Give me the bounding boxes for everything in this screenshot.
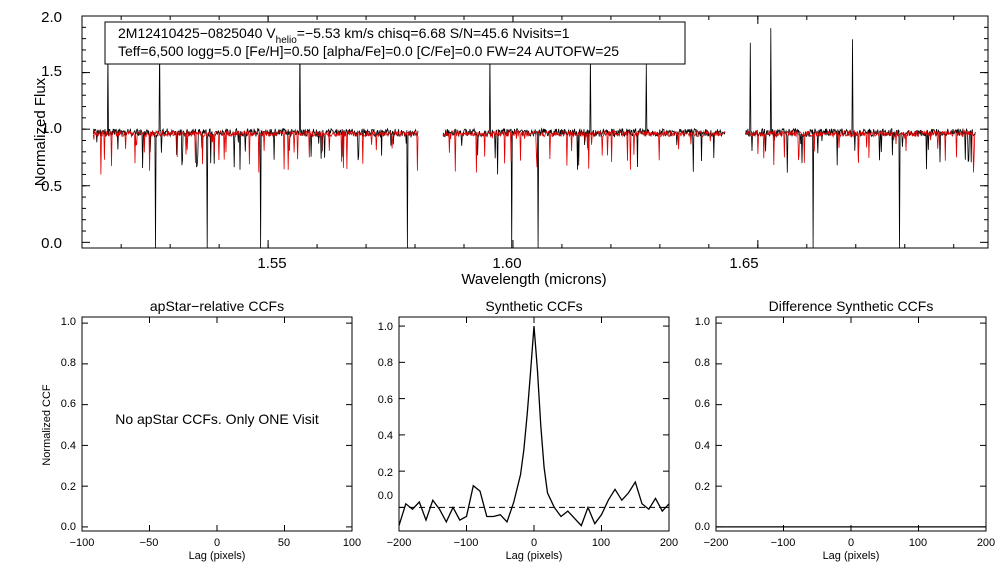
no-ccf-message: No apStar CCFs. Only ONE Visit bbox=[115, 411, 319, 427]
y-tick-label-0-5: 0.5 bbox=[41, 178, 62, 195]
x-tick-label-1-55: 1.55 bbox=[257, 255, 286, 272]
p2-ytick-0-4: 0.4 bbox=[695, 440, 710, 452]
p1-ytick-0-2: 0.2 bbox=[378, 467, 393, 479]
info-box: 2M12410425−0825040 Vhelio=−5.53 km/s chi… bbox=[104, 21, 686, 65]
p0-ytick-0-4: 0.4 bbox=[61, 440, 76, 452]
axes-frame-synthetic bbox=[398, 316, 670, 532]
ticks-difference bbox=[715, 317, 987, 531]
p1-ytick-0-0: 0.0 bbox=[378, 490, 393, 502]
synthetic-ccf-data bbox=[398, 326, 670, 527]
x-tick-label-1-60: 1.60 bbox=[492, 255, 521, 272]
info-line-1-subscript: helio bbox=[276, 35, 298, 46]
spectrum-axes-frame bbox=[81, 15, 989, 249]
axes-frame-difference bbox=[715, 316, 987, 532]
panel-title-apstar: apStar−relative CCFs bbox=[150, 298, 284, 314]
info-line-1-prefix: 2M12410425−0825040 V bbox=[118, 25, 276, 41]
y-axis-label: Normalized Flux bbox=[32, 77, 49, 186]
panel-title-synthetic: Synthetic CCFs bbox=[485, 298, 582, 314]
p1-xtick-m100: −100 bbox=[454, 537, 479, 549]
observed-spectrum-segment bbox=[745, 28, 976, 249]
p1-xtick-m200: −200 bbox=[387, 537, 412, 549]
p2-xtick-m100: −100 bbox=[771, 537, 796, 549]
model-spectrum-segment bbox=[442, 129, 726, 173]
info-line-2: Teff=6,500 logg=5.0 [Fe/H]=0.50 [alpha/F… bbox=[118, 43, 619, 59]
x-axis-label: Wavelength (microns) bbox=[461, 271, 606, 288]
ticks-apstar bbox=[81, 317, 353, 531]
x-tick-label-1-65: 1.65 bbox=[729, 255, 758, 272]
ticks-synthetic bbox=[398, 317, 670, 531]
panel-title-difference: Difference Synthetic CCFs bbox=[769, 298, 934, 314]
p0-xtick-0: 0 bbox=[214, 537, 220, 549]
p0-ytick-0-0: 0.0 bbox=[61, 521, 76, 533]
ccf-panel-difference: Difference Synthetic CCFs 1.0 0.8 0.6 0.… bbox=[695, 298, 995, 562]
model-spectrum-segment bbox=[92, 129, 419, 175]
p1-xtick-100: 100 bbox=[592, 537, 610, 549]
observed-spectrum-segment bbox=[442, 54, 726, 249]
p2-ytick-0-2: 0.2 bbox=[695, 481, 710, 493]
p0-ytick-0-6: 0.6 bbox=[61, 398, 76, 410]
p2-ytick-1-0: 1.0 bbox=[695, 316, 710, 328]
p1-xtick-0: 0 bbox=[531, 537, 537, 549]
p0-xtick-m50: −50 bbox=[140, 537, 159, 549]
p0-xlabel: Lag (pixels) bbox=[189, 550, 246, 562]
p1-xtick-200: 200 bbox=[660, 537, 678, 549]
p1-ytick-1-0: 1.0 bbox=[378, 321, 393, 333]
y-tick-label-1-0: 1.0 bbox=[41, 120, 62, 137]
p2-xtick-100: 100 bbox=[909, 537, 927, 549]
p1-ytick-0-4: 0.4 bbox=[378, 430, 393, 442]
p0-xtick-m100: −100 bbox=[70, 537, 95, 549]
info-box-frame bbox=[104, 21, 686, 65]
p2-xtick-200: 200 bbox=[977, 537, 995, 549]
p2-xtick-0: 0 bbox=[848, 537, 854, 549]
p0-ytick-0-8: 0.8 bbox=[61, 357, 76, 369]
p2-ytick-0-0: 0.0 bbox=[695, 521, 710, 533]
p0-ytick-0-2: 0.2 bbox=[61, 481, 76, 493]
y-tick-label-2-0: 2.0 bbox=[41, 9, 62, 26]
p2-ytick-0-8: 0.8 bbox=[695, 357, 710, 369]
p2-xtick-m200: −200 bbox=[704, 537, 729, 549]
p0-ylabel: Normalized CCF bbox=[41, 384, 53, 466]
info-line-1: 2M12410425−0825040 Vhelio=−5.53 km/s chi… bbox=[118, 25, 570, 46]
y-tick-label-1-5: 1.5 bbox=[41, 63, 62, 80]
p2-ytick-0-6: 0.6 bbox=[695, 398, 710, 410]
synthetic-ccf-line bbox=[398, 326, 670, 527]
y-tick-label-0-0: 0.0 bbox=[41, 235, 62, 252]
spectrum-panel: 2.0 1.5 1.0 0.5 0.0 1.55 1.60 1.65 Wavel… bbox=[32, 9, 989, 288]
p1-ytick-0-6: 0.6 bbox=[378, 394, 393, 406]
p0-xtick-100: 100 bbox=[343, 537, 361, 549]
p1-xlabel: Lag (pixels) bbox=[506, 550, 563, 562]
p2-xlabel: Lag (pixels) bbox=[823, 550, 880, 562]
ccf-panel-apstar: apStar−relative CCFs 1.0 0.8 0.6 0.4 0.2… bbox=[41, 298, 361, 562]
p0-ytick-1-0: 1.0 bbox=[61, 316, 76, 328]
p1-ytick-0-8: 0.8 bbox=[378, 357, 393, 369]
info-line-1-suffix: =−5.53 km/s chisq=6.68 S/N=45.6 Nvisits=… bbox=[297, 25, 570, 41]
ccf-panel-synthetic: Synthetic CCFs 1.0 0.8 0.6 0.4 0.2 0.0 −… bbox=[378, 298, 678, 562]
model-spectrum-segment bbox=[745, 129, 976, 173]
p0-xtick-50: 50 bbox=[278, 537, 290, 549]
observed-spectrum-segment bbox=[92, 40, 419, 249]
